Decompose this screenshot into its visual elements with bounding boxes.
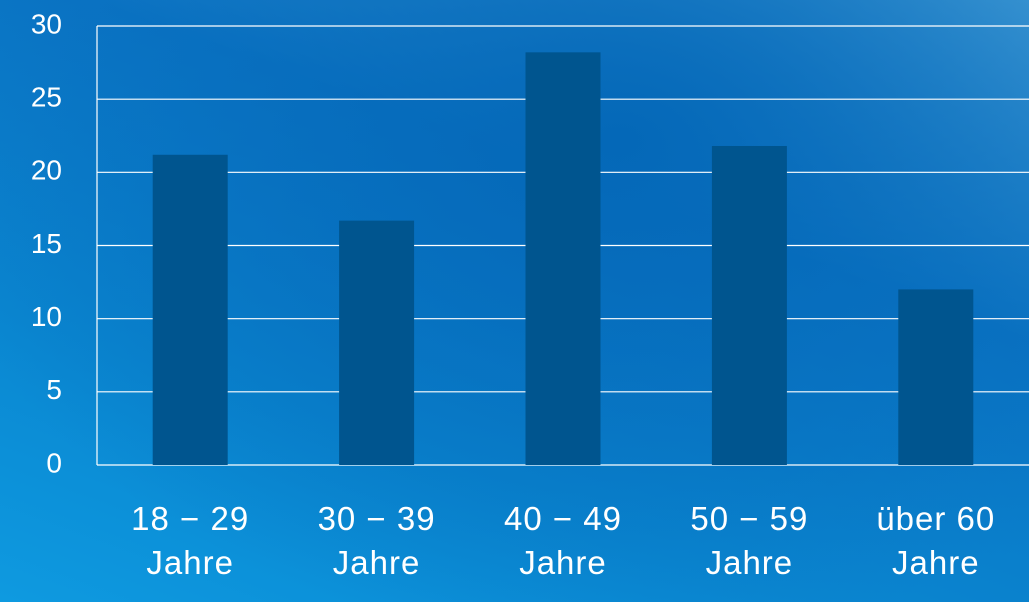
- y-tick-label: 10: [31, 301, 62, 332]
- y-tick-label: 5: [46, 374, 62, 405]
- bar: [711, 145, 787, 465]
- y-tick-label: 15: [31, 228, 62, 259]
- x-tick-label: über 60 Jahre: [876, 500, 996, 581]
- y-tick-label: 20: [31, 155, 62, 186]
- x-tick-label: 30 − 39 Jahre: [317, 500, 436, 581]
- x-tick-label: 50 − 59 Jahre: [690, 500, 809, 581]
- x-tick-label: 18 − 29 Jahre: [131, 500, 250, 581]
- bar: [339, 220, 415, 465]
- y-tick-label: 0: [46, 447, 62, 478]
- bar: [152, 154, 228, 466]
- y-tick-label: 30: [31, 8, 62, 39]
- bar: [898, 289, 974, 465]
- x-tick-label: 40 − 49 Jahre: [503, 500, 622, 581]
- y-tick-label: 25: [31, 82, 62, 113]
- bar: [525, 52, 601, 466]
